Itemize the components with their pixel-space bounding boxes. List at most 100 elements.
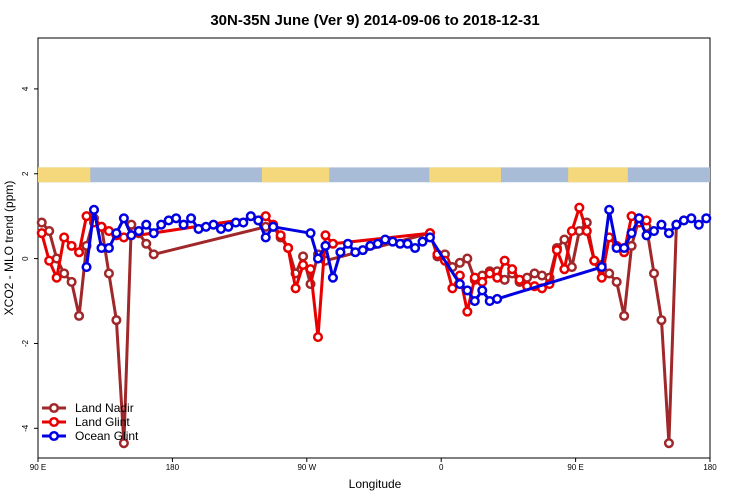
data-point (581, 225, 592, 237)
data-point (648, 268, 660, 279)
legend-swatch-marker (48, 430, 60, 442)
data-point (245, 211, 256, 222)
data-point (238, 217, 249, 228)
legend-swatch-marker (48, 416, 60, 428)
data-point (141, 238, 152, 249)
land-band (262, 167, 330, 183)
data-point (663, 228, 674, 239)
data-point (66, 240, 77, 251)
data-point (141, 219, 152, 230)
data-point (693, 219, 704, 230)
ocean-band (38, 167, 710, 183)
data-point (477, 285, 488, 296)
data-point (88, 204, 100, 215)
legend-label: Ocean Glint (75, 429, 139, 443)
land-ocean-strip (38, 167, 710, 183)
data-point (492, 293, 503, 304)
data-point (298, 251, 309, 262)
data-point (551, 245, 562, 256)
data-point (648, 225, 660, 237)
data-point (290, 283, 301, 294)
data-point (268, 221, 279, 232)
x-tick-label: 0 (439, 463, 444, 472)
chart-title: 30N-35N June (Ver 9) 2014-09-06 to 2018-… (210, 12, 539, 29)
data-point (454, 257, 465, 268)
data-point (372, 238, 383, 249)
x-axis: 90 E 180 90 W 0 90 E 180 (30, 458, 717, 472)
data-point (66, 276, 77, 287)
data-point (148, 249, 159, 260)
data-point (417, 236, 428, 247)
data-point (686, 213, 697, 224)
data-point (559, 264, 570, 275)
legend-swatch-marker (48, 402, 60, 414)
legend-label: Land Nadir (75, 401, 134, 415)
data-point (499, 255, 510, 266)
data-point (424, 232, 436, 243)
data-point (133, 225, 144, 237)
data-point (634, 213, 645, 224)
data-point (514, 274, 525, 285)
data-point (111, 228, 122, 239)
data-point (320, 230, 331, 241)
data-point (604, 268, 615, 279)
x-tick-label: 180 (166, 463, 180, 472)
land-band (429, 167, 501, 183)
data-point (701, 213, 712, 224)
data-point (671, 219, 682, 230)
data-point (275, 230, 286, 241)
y-axis-label: XCO2 - MLO trend (ppm) (2, 181, 16, 316)
legend-label: Land Glint (75, 415, 130, 429)
x-tick-label: 180 (703, 463, 717, 472)
data-point (462, 253, 473, 264)
data-point (410, 242, 421, 254)
data-point (156, 219, 167, 230)
data-point (596, 262, 607, 273)
data-point (469, 272, 480, 283)
data-point (51, 272, 62, 283)
data-point (208, 219, 219, 230)
data-point (462, 306, 473, 317)
data-point (663, 438, 674, 449)
data-point (148, 228, 159, 239)
data-point (178, 219, 189, 230)
data-point (305, 228, 316, 239)
data-point (596, 272, 607, 283)
data-point (604, 204, 615, 215)
y-tick-label: 4 (21, 86, 30, 91)
data-point (477, 276, 488, 287)
data-point (36, 228, 47, 239)
data-point (74, 247, 85, 258)
data-point (44, 255, 55, 266)
data-point (253, 215, 264, 226)
land-band (568, 167, 628, 183)
data-point (641, 230, 652, 241)
data-point (118, 438, 129, 449)
y-axis: -4 -2 0 2 4 (21, 86, 38, 432)
data-point (81, 262, 92, 273)
data-point (402, 238, 413, 249)
data-point (357, 245, 368, 256)
data-point (111, 315, 122, 326)
data-point (619, 310, 630, 321)
data-point (566, 225, 577, 237)
data-point (103, 268, 114, 279)
y-tick-label: -2 (21, 339, 30, 347)
data-point (484, 268, 495, 279)
data-point (492, 272, 503, 283)
data-point (298, 259, 309, 271)
data-point (342, 238, 353, 249)
data-point (283, 242, 294, 254)
data-point (559, 234, 570, 245)
data-point (59, 268, 70, 279)
data-point (171, 213, 182, 224)
data-point (335, 247, 346, 258)
y-tick-label: 0 (21, 256, 30, 261)
x-tick-label: 90 E (30, 463, 46, 472)
data-point (574, 202, 585, 213)
data-point (59, 232, 70, 243)
land-band (38, 167, 91, 183)
data-point (327, 272, 338, 283)
data-point (186, 213, 197, 224)
